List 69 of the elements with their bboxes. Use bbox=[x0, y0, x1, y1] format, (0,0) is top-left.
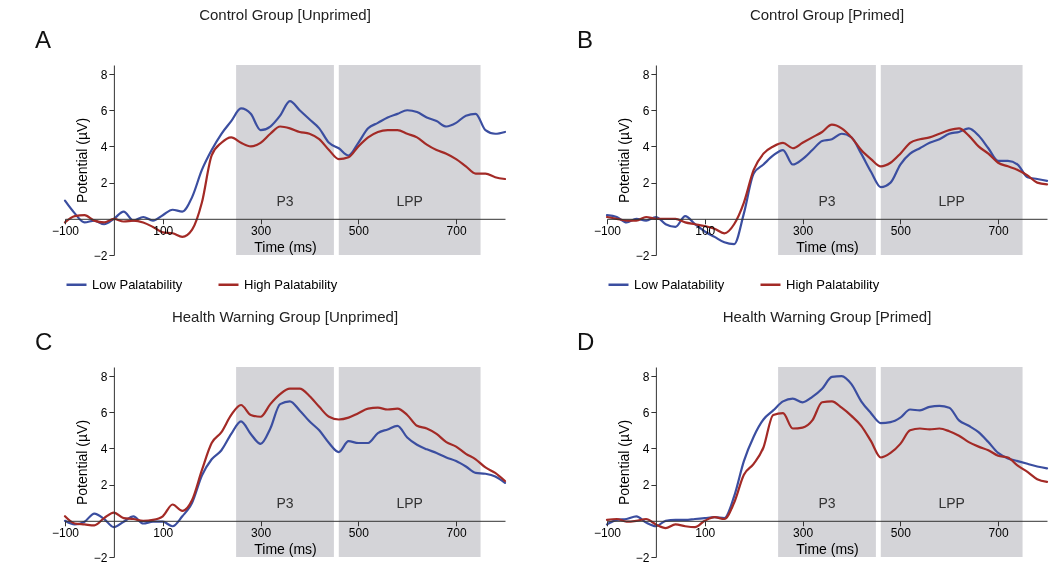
chart-title: Control Group [Primed] bbox=[749, 6, 905, 23]
text: B bbox=[577, 26, 594, 53]
band-label: LPP bbox=[396, 192, 423, 209]
y-tick-label: 2 bbox=[642, 176, 650, 191]
x-tick-label: 700 bbox=[446, 526, 467, 541]
x-tick-label: 500 bbox=[348, 224, 370, 239]
y-axis-title: Potential (µV) bbox=[615, 419, 632, 506]
text: D bbox=[577, 328, 595, 355]
line-series bbox=[605, 400, 1049, 530]
y-tick-label: −2 bbox=[635, 550, 650, 565]
legend-label: High Palatability bbox=[244, 276, 338, 292]
band-label: P3 bbox=[276, 494, 294, 511]
y-tick-label: −2 bbox=[93, 550, 108, 565]
y-tick-label: 2 bbox=[642, 478, 650, 493]
band-label: LPP bbox=[938, 192, 965, 209]
y-tick-label: 8 bbox=[100, 369, 108, 384]
y-tick-label: 8 bbox=[642, 67, 650, 82]
y-tick-label: 6 bbox=[642, 405, 650, 420]
y-tick-label: 6 bbox=[642, 103, 650, 118]
x-tick-label: 700 bbox=[446, 224, 467, 239]
band-label: P3 bbox=[818, 192, 836, 209]
y-tick-label: 4 bbox=[100, 139, 108, 154]
y-tick-label: 4 bbox=[642, 441, 650, 456]
y-tick-label: 8 bbox=[642, 369, 650, 384]
text: A bbox=[35, 26, 52, 53]
legend-label: Low Palatability bbox=[92, 276, 183, 292]
y-tick-label: −2 bbox=[93, 248, 108, 263]
text: C bbox=[35, 328, 53, 355]
legend-label: Low Palatability bbox=[634, 276, 725, 292]
y-axis-title: Potential (µV) bbox=[615, 117, 632, 204]
x-tick-label: 300 bbox=[793, 526, 814, 541]
x-tick-label: 500 bbox=[890, 224, 912, 239]
chart-title: Health Warning Group [Primed] bbox=[722, 308, 932, 325]
x-axis-title: Time (ms) bbox=[796, 239, 859, 256]
y-tick-label: 2 bbox=[100, 176, 108, 191]
x-tick-label: 500 bbox=[890, 526, 912, 541]
x-tick-label: 100 bbox=[695, 526, 716, 541]
x-axis-title: Time (ms) bbox=[254, 541, 317, 558]
y-tick-label: −2 bbox=[635, 248, 650, 263]
x-tick-label: −100 bbox=[51, 526, 80, 541]
y-axis-title: Potential (µV) bbox=[73, 419, 90, 506]
x-tick-label: −100 bbox=[593, 224, 622, 239]
band-label: P3 bbox=[276, 192, 294, 209]
chart-title: Health Warning Group [Unprimed] bbox=[171, 308, 399, 325]
legend-label: High Palatability bbox=[786, 276, 880, 292]
y-axis-title: Potential (µV) bbox=[73, 117, 90, 204]
x-tick-label: 700 bbox=[988, 526, 1009, 541]
band-label: P3 bbox=[818, 494, 836, 511]
x-axis-title: Time (ms) bbox=[796, 541, 859, 558]
x-tick-label: 300 bbox=[251, 224, 272, 239]
y-tick-label: 6 bbox=[100, 103, 108, 118]
y-tick-label: 2 bbox=[100, 478, 108, 493]
y-tick-label: 6 bbox=[100, 405, 108, 420]
x-tick-label: −100 bbox=[593, 526, 622, 541]
x-tick-label: −100 bbox=[51, 224, 80, 239]
x-tick-label: 500 bbox=[348, 526, 370, 541]
y-tick-label: 4 bbox=[642, 139, 650, 154]
band-label: LPP bbox=[396, 494, 423, 511]
line-series bbox=[63, 100, 507, 226]
y-tick-label: 4 bbox=[100, 441, 108, 456]
x-axis-title: Time (ms) bbox=[254, 239, 317, 256]
x-tick-label: 100 bbox=[153, 526, 174, 541]
x-tick-label: 700 bbox=[988, 224, 1009, 239]
x-tick-label: 300 bbox=[251, 526, 272, 541]
line-series bbox=[605, 374, 1049, 528]
chart-title: Control Group [Unprimed] bbox=[199, 6, 371, 23]
band-label: LPP bbox=[938, 494, 965, 511]
y-tick-label: 8 bbox=[100, 67, 108, 82]
x-tick-label: 300 bbox=[793, 224, 814, 239]
